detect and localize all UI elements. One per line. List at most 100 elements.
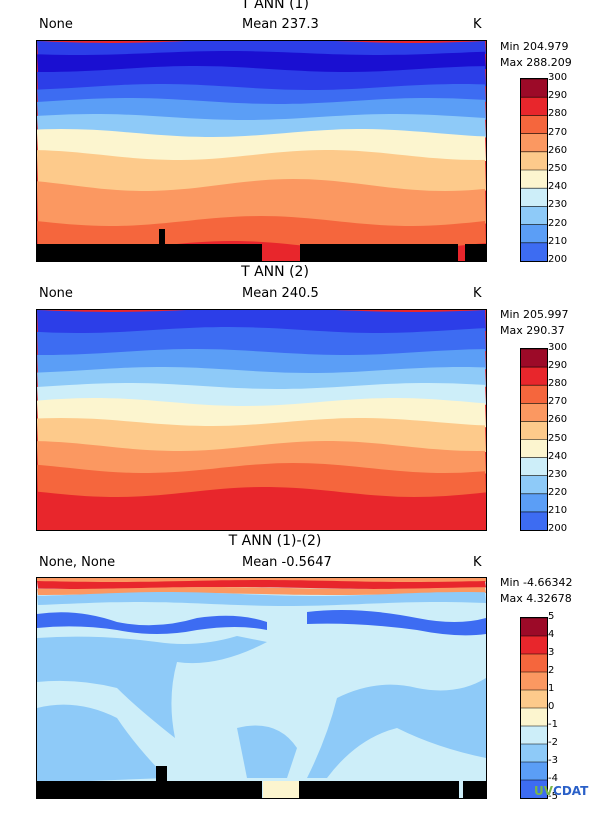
colorbar-swatch — [521, 780, 547, 798]
colorbar-swatch — [521, 97, 547, 116]
colorbar-swatch — [521, 115, 547, 135]
panel3-contour-band — [37, 612, 267, 634]
panel3-contour-band — [37, 636, 267, 738]
panel2-plot — [36, 309, 487, 531]
colorbar-swatch — [521, 224, 547, 244]
panel2-contour-map — [37, 310, 486, 530]
colorbar-tick-label: 5 — [548, 611, 555, 622]
panel2-title: T ANN (2) — [241, 264, 309, 280]
colorbar-tick-label: 280 — [548, 108, 568, 120]
panel1-min-label: Min 204.979 — [500, 40, 569, 53]
panel2-colorbar — [520, 348, 548, 531]
colorbar-swatch — [521, 493, 547, 513]
colorbar-swatch — [521, 349, 547, 368]
panel3-plot — [36, 577, 487, 799]
colorbar-tick-label: 270 — [548, 126, 568, 138]
colorbar-tick-label: 270 — [548, 396, 568, 408]
colorbar-tick-label: 240 — [548, 450, 568, 462]
panel1-plot — [36, 40, 487, 262]
panel3-min-label: Min -4.66342 — [500, 576, 573, 589]
colorbar-swatch — [521, 403, 547, 422]
panel1-land-mask — [300, 244, 458, 261]
colorbar-tick-label: 210 — [548, 504, 568, 516]
colorbar-tick-label: 220 — [548, 486, 568, 498]
colorbar-tick-label: -3 — [548, 755, 558, 766]
panel3-variable-label: None, None — [39, 555, 116, 570]
panel2-contour-band — [37, 463, 486, 497]
colorbar-tick-label: 3 — [548, 647, 555, 658]
panel3-contour-band — [307, 678, 486, 778]
panel1-contour-band — [37, 41, 486, 57]
colorbar-tick-label: 250 — [548, 163, 568, 174]
colorbar-tick-label: 290 — [548, 90, 568, 102]
panel3-land-mask — [299, 781, 459, 798]
colorbar-tick-label: 200 — [548, 523, 568, 534]
panel3-contour-map — [37, 578, 486, 798]
panel3-land-mask — [37, 781, 262, 798]
panel3-colorbar — [520, 617, 548, 799]
colorbar-tick-label: 280 — [548, 378, 568, 390]
colorbar-tick-label: 210 — [548, 235, 568, 247]
panel2-variable-label: None — [39, 286, 73, 301]
uvcdat-logo: UVCDAT — [534, 784, 589, 798]
panel3-land-mask — [156, 766, 167, 782]
colorbar-swatch — [521, 421, 547, 440]
panel1-contour-map — [37, 41, 486, 261]
panel1-unit-label: K — [473, 17, 482, 32]
colorbar-swatch — [521, 708, 547, 727]
panel1-mean-label: Mean 237.3 — [242, 17, 319, 32]
colorbar-tick-label: 240 — [548, 181, 568, 193]
panel3-land-mask — [463, 781, 486, 798]
panel1-contour-band — [37, 179, 486, 229]
panel1-land-mask — [465, 244, 486, 261]
colorbar-swatch — [521, 188, 547, 207]
colorbar-tick-label: 300 — [548, 342, 568, 353]
panel1-max-label: Max 288.209 — [500, 56, 572, 69]
panel3-contour-band — [37, 592, 486, 606]
panel1-land-mask — [37, 244, 262, 261]
panel2-max-label: Max 290.37 — [500, 324, 565, 337]
colorbar-tick-label: -4 — [548, 773, 558, 784]
colorbar-swatch — [521, 385, 547, 404]
colorbar-tick-label: -1 — [548, 719, 558, 730]
colorbar-swatch — [521, 618, 547, 637]
panel1-variable-label: None — [39, 17, 73, 32]
colorbar-tick-label: 260 — [548, 144, 568, 156]
colorbar-tick-label: -5 — [548, 791, 558, 802]
colorbar-tick-label: 4 — [548, 629, 555, 640]
colorbar-swatch — [521, 367, 547, 386]
panel3-contour-band — [307, 610, 486, 636]
panel1-colorbar-swatches — [521, 79, 547, 261]
panel3-contour-band — [237, 725, 297, 778]
colorbar-tick-label: 230 — [548, 468, 568, 480]
panel3-contour-band — [263, 781, 299, 798]
panel3-contour-band — [37, 704, 167, 783]
colorbar-swatch — [521, 133, 547, 153]
colorbar-tick-label: 230 — [548, 199, 568, 211]
colorbar-swatch — [521, 242, 547, 261]
panel3-max-label: Max 4.32678 — [500, 592, 572, 605]
colorbar-swatch — [521, 151, 547, 171]
panel2-colorbar-swatches — [521, 349, 547, 530]
colorbar-swatch — [521, 654, 547, 673]
colorbar-swatch — [521, 79, 547, 98]
colorbar-swatch — [521, 744, 547, 763]
colorbar-swatch — [521, 726, 547, 745]
panel2-contour-band — [37, 441, 486, 475]
colorbar-tick-label: 220 — [548, 217, 568, 229]
colorbar-swatch — [521, 170, 547, 189]
colorbar-tick-label: -2 — [548, 737, 558, 748]
colorbar-swatch — [521, 762, 547, 781]
panel2-mean-label: Mean 240.5 — [242, 286, 319, 301]
panel3-title: T ANN (1)-(2) — [228, 533, 322, 549]
panel2-unit-label: K — [473, 286, 482, 301]
colorbar-tick-label: 260 — [548, 414, 568, 426]
colorbar-tick-label: 250 — [548, 432, 568, 444]
panel3-unit-label: K — [473, 555, 482, 570]
panel2-contour-band — [37, 327, 486, 357]
panel2-contour-band — [37, 310, 486, 334]
panel3-colorbar-swatches — [521, 618, 547, 798]
colorbar-swatch — [521, 690, 547, 709]
colorbar-swatch — [521, 206, 547, 226]
colorbar-tick-label: 0 — [548, 701, 555, 712]
